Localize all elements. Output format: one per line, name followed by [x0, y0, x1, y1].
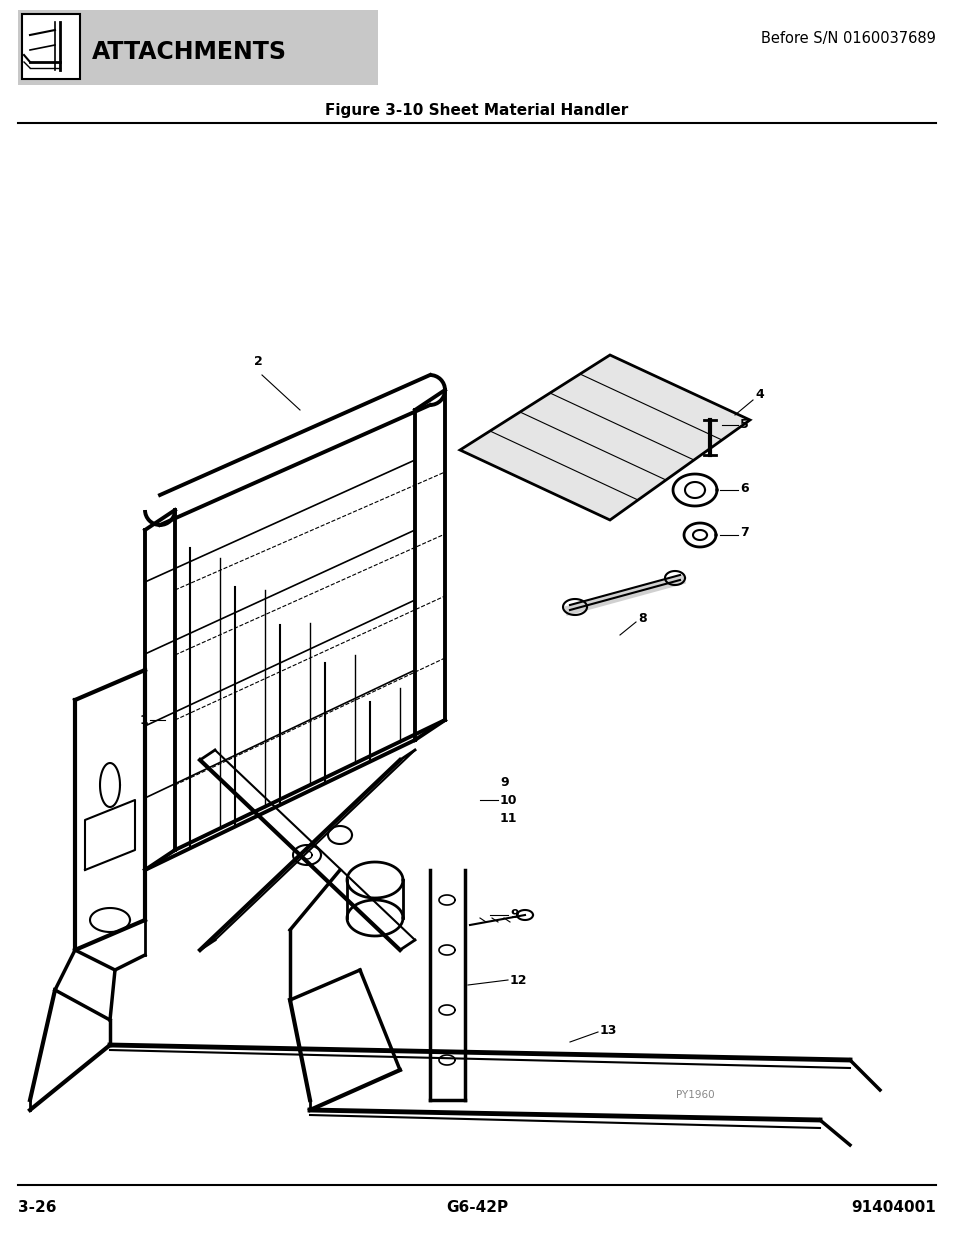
Text: 5: 5 [740, 419, 748, 431]
Text: 12: 12 [510, 973, 527, 987]
Text: 91404001: 91404001 [850, 1199, 935, 1214]
Text: ATTACHMENTS: ATTACHMENTS [91, 40, 287, 64]
Text: 8: 8 [638, 611, 646, 625]
Text: 9: 9 [510, 909, 518, 921]
Text: G6-42P: G6-42P [445, 1199, 508, 1214]
Bar [18, 10, 377, 85]
Text: 11: 11 [499, 811, 517, 825]
Text: PY1960: PY1960 [675, 1091, 714, 1100]
Text: 3-26: 3-26 [18, 1199, 56, 1214]
Text: 9: 9 [499, 776, 508, 788]
Text: 2: 2 [253, 354, 262, 368]
Text: 10: 10 [499, 794, 517, 806]
Text: 13: 13 [599, 1024, 617, 1036]
Text: Before S/N 0160037689: Before S/N 0160037689 [760, 31, 935, 46]
Bar [22, 14, 80, 79]
Polygon shape [459, 354, 749, 520]
Text: 4: 4 [754, 389, 763, 401]
Text: 1: 1 [139, 714, 148, 726]
Text: 6: 6 [740, 482, 748, 494]
Text: Figure 3-10 Sheet Material Handler: Figure 3-10 Sheet Material Handler [325, 103, 628, 117]
Text: 7: 7 [740, 526, 748, 538]
